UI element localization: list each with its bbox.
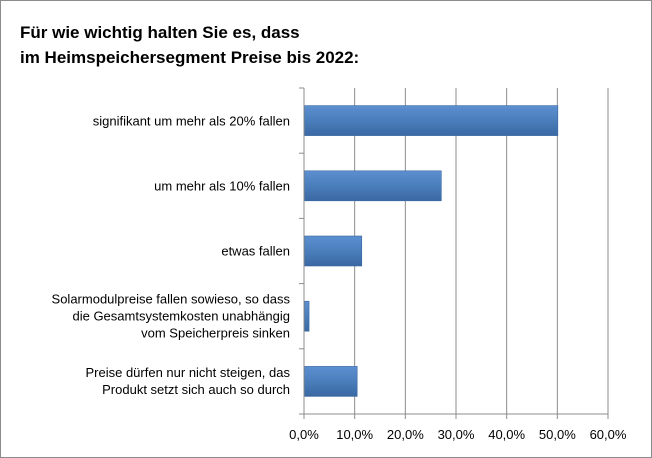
bar (304, 366, 358, 397)
category-label: signifikant um mehr als 20% fallen (10, 112, 290, 129)
bars (304, 105, 559, 397)
category-label-line: Preise dürfen nur nicht steigen, das (85, 365, 290, 381)
category-label-line: signifikant um mehr als 20% fallen (92, 113, 290, 129)
axes (299, 87, 609, 419)
category-label: um mehr als 10% fallen (10, 177, 290, 194)
x-tick-label: 40,0% (488, 427, 526, 442)
bar (304, 105, 559, 136)
category-label-line: vom Speicherpreis sinken (141, 325, 290, 341)
x-tick-label: 0,0% (289, 427, 319, 442)
chart-title: Für wie wichtig halten Sie es, dass im H… (20, 20, 359, 70)
x-tick-label: 50,0% (538, 427, 576, 442)
category-label-line: Produkt setzt sich auch so durch (102, 382, 290, 398)
gridlines (354, 88, 609, 414)
category-label-line: um mehr als 10% fallen (154, 178, 290, 194)
bar (304, 170, 442, 202)
category-label-line: die Gesamtsystemkosten unabhängig (72, 308, 290, 324)
category-label-line: Solarmodulpreise fallen sowieso, so dass (51, 291, 290, 307)
category-label-line: etwas fallen (221, 243, 290, 259)
chart-title-line-2: im Heimspeichersegment Preise bis 2022: (20, 48, 360, 67)
x-tick-label: 30,0% (437, 427, 475, 442)
category-label: Preise dürfen nur nicht steigen, das Prod… (10, 364, 290, 398)
x-tick-label: 10,0% (336, 427, 374, 442)
x-tick-label: 60,0% (589, 427, 627, 442)
x-tick-label: 20,0% (386, 427, 424, 442)
chart-title-line-1: Für wie wichtig halten Sie es, dass (20, 23, 300, 42)
bar (304, 235, 363, 267)
bar (304, 300, 310, 332)
category-label: etwas fallen (10, 243, 290, 260)
category-label: Solarmodulpreise fallen sowieso, so dass… (10, 291, 290, 342)
